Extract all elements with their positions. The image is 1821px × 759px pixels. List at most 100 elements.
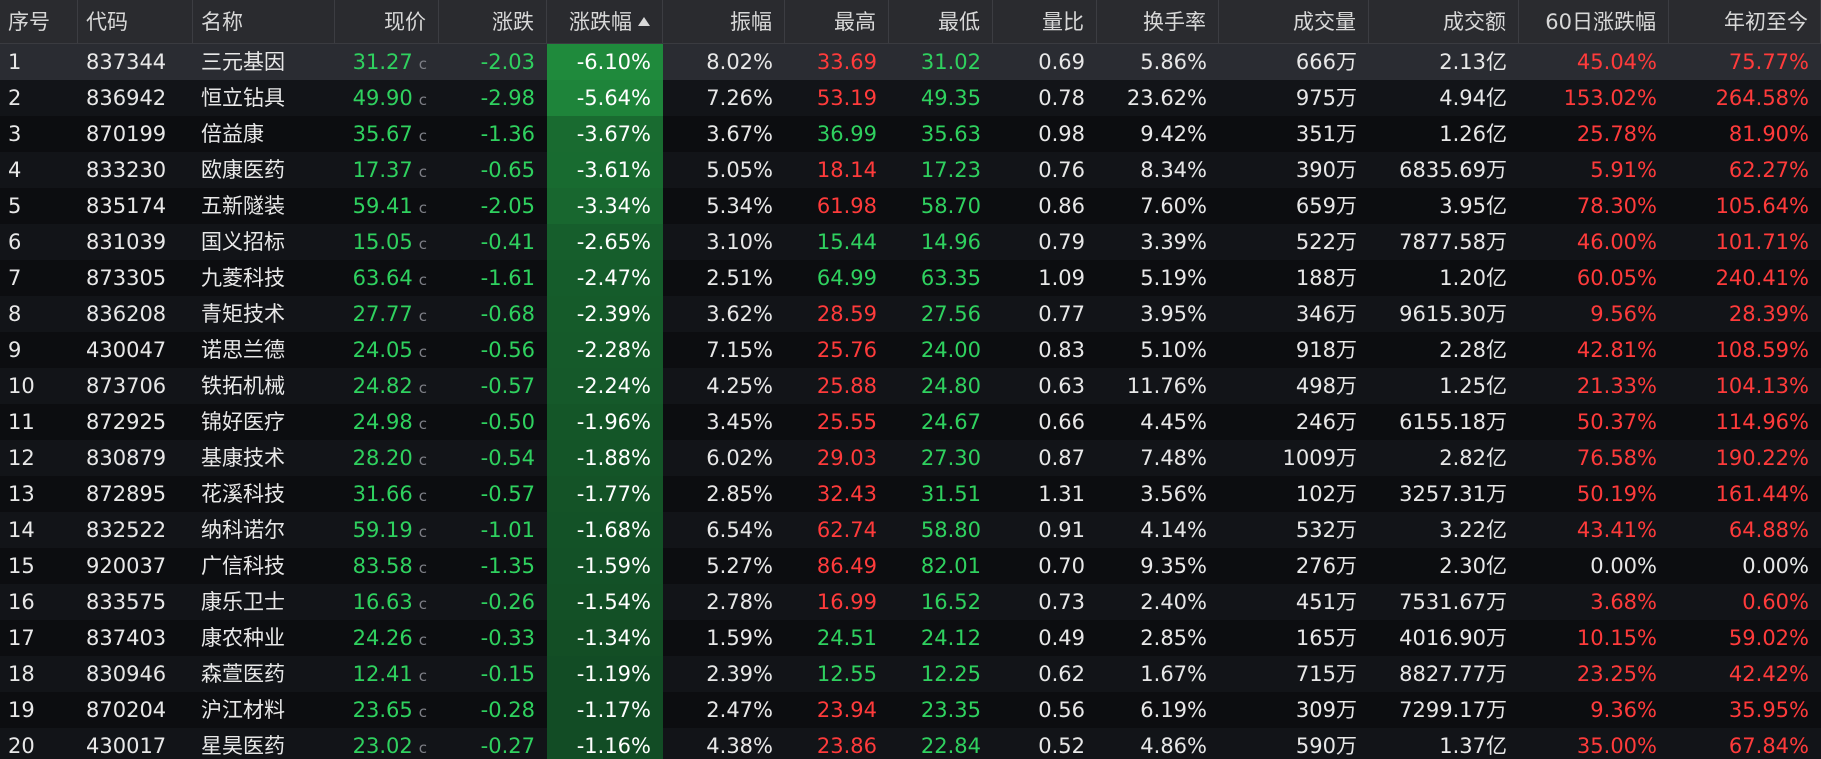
table-row[interactable]: 4 833230 欧康医药 17.37 c -0.65 -3.61% 5.05% 18.14 17… [0,152,1821,188]
d60-value: 50.37% [1576,410,1657,434]
change-value: -0.50 [480,410,535,434]
vol-value: 351万 [1295,122,1357,146]
table-row[interactable]: 6 831039 国义招标 15.05 c -0.41 -2.65% 3.10% 15.44 14… [0,224,1821,260]
name-value: 星昊医药 [201,734,285,758]
table-row[interactable]: 18 830946 森萱医药 12.41 c -0.15 -1.19% 2.39% 12.55 1… [0,656,1821,692]
cell-amount: 3.22亿 [1369,512,1519,548]
table-row[interactable]: 3 870199 倍益康 35.67 c -1.36 -3.67% 3.67% 36.99 35.… [0,116,1821,152]
cell-turnover: 8.34% [1097,152,1219,188]
cell-vol: 246万 [1219,404,1369,440]
cell-name: 铁拓机械 [193,368,335,404]
price-value: 24.82 [352,374,413,398]
header-ytd[interactable]: 年初至今 [1669,0,1821,43]
pct-value: -1.34% [576,626,651,650]
header-d60[interactable]: 60日涨跌幅 [1519,0,1669,43]
table-row[interactable]: 9 430047 诺思兰德 24.05 c -0.56 -2.28% 7.15% 25.76 24… [0,332,1821,368]
header-low[interactable]: 最低 [889,0,993,43]
amount-value: 7877.58万 [1399,230,1507,254]
ytd-value: 190.22% [1715,446,1809,470]
cell-turnover: 5.86% [1097,44,1219,80]
cell-turnover: 4.86% [1097,728,1219,759]
cell-vr: 0.66 [993,404,1097,440]
table-header: 序号 代码 名称 现价 涨跌 涨跌幅 振幅 最高 最低 量比 换手率 成交量 成交额 60日涨跌幅 年初至今 [0,0,1821,44]
table-row[interactable]: 10 873706 铁拓机械 24.82 c -0.57 -2.24% 4.25% 25.88 2… [0,368,1821,404]
header-label: 名称 [201,10,243,34]
low-value: 24.00 [920,338,981,362]
high-value: 29.03 [816,446,877,470]
turnover-value: 2.40% [1140,590,1207,614]
cell-amount: 2.30亿 [1369,548,1519,584]
header-name[interactable]: 名称 [193,0,335,43]
cell-high: 15.44 [785,224,889,260]
header-pct[interactable]: 涨跌幅 [547,0,663,43]
cell-high: 23.86 [785,728,889,759]
amp-value: 3.62% [706,302,773,326]
table-row[interactable]: 11 872925 锦好医疗 24.98 c -0.50 -1.96% 3.45% 25.55 2… [0,404,1821,440]
header-vr[interactable]: 量比 [993,0,1097,43]
d60-value: 45.04% [1576,50,1657,74]
amount-value: 2.82亿 [1439,446,1507,470]
header-price[interactable]: 现价 [335,0,439,43]
header-seq[interactable]: 序号 [0,0,78,43]
table-row[interactable]: 17 837403 康农种业 24.26 c -0.33 -1.34% 1.59% 24.51 2… [0,620,1821,656]
header-amount[interactable]: 成交额 [1369,0,1519,43]
header-label: 成交量 [1293,10,1356,34]
amount-value: 7531.67万 [1399,590,1507,614]
vr-value: 0.77 [1038,302,1085,326]
seq-value: 7 [8,266,22,290]
cell-vr: 0.49 [993,620,1097,656]
cell-code: 430047 [78,332,193,368]
vol-value: 246万 [1295,410,1357,434]
cell-d60: 9.56% [1519,296,1669,332]
table-row[interactable]: 13 872895 花溪科技 31.66 c -0.57 -1.77% 2.85% 32.43 3… [0,476,1821,512]
cell-d60: 45.04% [1519,44,1669,80]
table-row[interactable]: 14 832522 纳科诺尔 59.19 c -1.01 -1.68% 6.54% 62.74 5… [0,512,1821,548]
change-value: -0.28 [480,698,535,722]
cell-d60: 46.00% [1519,224,1669,260]
vr-value: 0.83 [1038,338,1085,362]
amp-value: 4.38% [706,734,773,758]
cell-pct: -6.10% [547,44,663,80]
table-row[interactable]: 7 873305 九菱科技 63.64 c -1.61 -2.47% 2.51% 64.99 63… [0,260,1821,296]
table-row[interactable]: 19 870204 沪江材料 23.65 c -0.28 -1.17% 2.47% 23.94 2… [0,692,1821,728]
table-row[interactable]: 16 833575 康乐卫士 16.63 c -0.26 -1.54% 2.78% 16.99 1… [0,584,1821,620]
vr-value: 0.73 [1038,590,1085,614]
price-tag-c: c [418,199,427,217]
header-label: 现价 [384,10,426,34]
cell-name: 康农种业 [193,620,335,656]
table-row[interactable]: 2 836942 恒立钻具 49.90 c -2.98 -5.64% 7.26% 53.19 49… [0,80,1821,116]
header-turnover[interactable]: 换手率 [1097,0,1219,43]
cell-amp: 5.34% [663,188,785,224]
header-vol[interactable]: 成交量 [1219,0,1369,43]
name-value: 基康技术 [201,446,285,470]
seq-value: 8 [8,302,22,326]
cell-amount: 3.95亿 [1369,188,1519,224]
cell-d60: 76.58% [1519,440,1669,476]
table-row[interactable]: 8 836208 青矩技术 27.77 c -0.68 -2.39% 3.62% 28.59 27… [0,296,1821,332]
cell-price: 49.90 c [335,80,439,116]
table-row[interactable]: 20 430017 星昊医药 23.02 c -0.27 -1.16% 4.38% 23.86 2… [0,728,1821,759]
cell-amount: 3257.31万 [1369,476,1519,512]
cell-amp: 5.05% [663,152,785,188]
change-value: -0.33 [480,626,535,650]
header-high[interactable]: 最高 [785,0,889,43]
name-value: 纳科诺尔 [201,518,285,542]
cell-turnover: 2.40% [1097,584,1219,620]
cell-change: -2.98 [439,80,547,116]
header-code[interactable]: 代码 [78,0,193,43]
cell-low: 35.63 [889,116,993,152]
cell-amp: 4.25% [663,368,785,404]
table-row[interactable]: 15 920037 广信科技 83.58 c -1.35 -1.59% 5.27% 86.49 8… [0,548,1821,584]
table-row[interactable]: 5 835174 五新隧装 59.41 c -2.05 -3.34% 5.34% 61.98 58… [0,188,1821,224]
cell-seq: 10 [0,368,78,404]
vol-value: 666万 [1295,50,1357,74]
cell-turnover: 3.56% [1097,476,1219,512]
sort-ascending-icon[interactable] [638,17,650,26]
price-value: 59.19 [352,518,413,542]
table-row[interactable]: 12 830879 基康技术 28.20 c -0.54 -1.88% 6.02% 29.03 2… [0,440,1821,476]
table-row[interactable]: 1 837344 三元基因 31.27 c -2.03 -6.10% 8.02% 33.69 31… [0,44,1821,80]
cell-seq: 15 [0,548,78,584]
header-amp[interactable]: 振幅 [663,0,785,43]
header-change[interactable]: 涨跌 [439,0,547,43]
cell-low: 31.02 [889,44,993,80]
